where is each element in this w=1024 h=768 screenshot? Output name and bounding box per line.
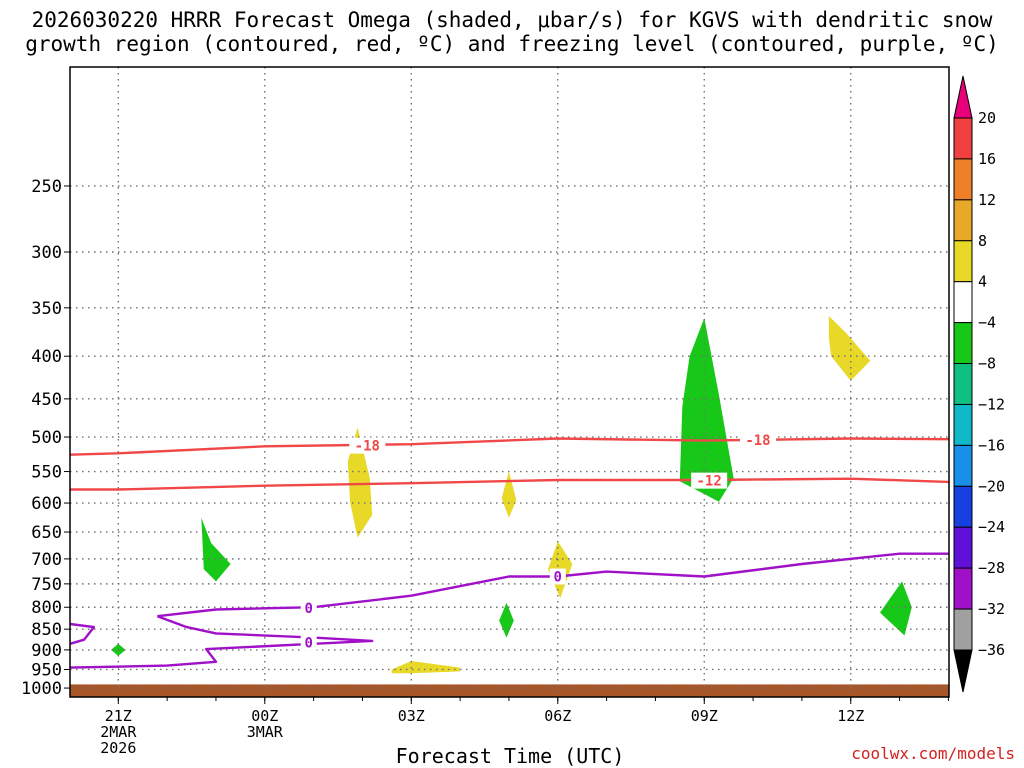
y-tick-label-950: 950 — [31, 660, 62, 680]
colorbar-segment-8 — [953, 403, 973, 446]
y-tick-label-600: 600 — [31, 494, 62, 514]
colorbar-tick-label-11: −28 — [978, 559, 1005, 577]
colorbar-segment-10 — [953, 485, 973, 528]
colorbar-segment-2 — [953, 158, 973, 201]
omega-region-8 — [828, 316, 871, 381]
colorbar-segment-13 — [953, 608, 973, 651]
y-tick-label-350: 350 — [31, 299, 62, 319]
contour-label-0-1: -18 — [745, 433, 770, 449]
x-tick-label-06Z: 06Z — [544, 707, 571, 725]
contour-label-1-0: -12 — [696, 474, 721, 490]
credit-link[interactable]: coolwx.com/models — [851, 744, 1015, 763]
x-tick-sublabel-00Z-0: 3MAR — [247, 723, 284, 741]
y-tick-label-550: 550 — [31, 463, 62, 483]
y-tick-label-500: 500 — [31, 428, 62, 448]
colorbar-tick-label-0: 20 — [978, 109, 996, 127]
y-axis-tick-labels: 2503003504004505005506006507007508008509… — [21, 177, 62, 699]
x-tick-label-09Z: 09Z — [691, 707, 718, 725]
colorbar-segment-1 — [953, 117, 973, 160]
chart-title: 2026030220 HRRR Forecast Omega (shaded, … — [31, 8, 993, 32]
contour-label-2-1: 0 — [554, 570, 562, 586]
colorbar-tick-label-2: 12 — [978, 191, 996, 209]
y-tick-label-750: 750 — [31, 575, 62, 595]
contour-label-bg-2-1 — [549, 568, 566, 585]
colorbar-tick-label-8: −16 — [978, 436, 1005, 454]
contour-labels: -18 -18 -12 0 0 0 — [300, 431, 776, 652]
omega-region-0 — [201, 517, 231, 582]
x-tick-label-12Z: 12Z — [837, 707, 864, 725]
plot-frame — [69, 66, 950, 698]
colorbar-tick-label-13: −36 — [978, 641, 1005, 659]
colorbar-top-arrow — [953, 75, 973, 119]
colorbar-bottom-arrow — [953, 649, 973, 693]
contour-line-3 — [69, 615, 374, 669]
y-tick-label-800: 800 — [31, 598, 62, 618]
y-tick-label-450: 450 — [31, 390, 62, 410]
colorbar-segment-11 — [953, 526, 973, 569]
ground-fill — [70, 684, 949, 697]
x-tick-label-21Z: 21Z — [105, 707, 132, 725]
y-tick-label-650: 650 — [31, 523, 62, 543]
ground-layer — [70, 684, 949, 697]
colorbar-tick-label-12: −32 — [978, 600, 1005, 618]
y-tick-label-400: 400 — [31, 347, 62, 367]
omega-region-3 — [501, 471, 517, 518]
y-tick-label-250: 250 — [31, 177, 62, 197]
y-tick-label-850: 850 — [31, 620, 62, 640]
colorbar-segment-4 — [953, 240, 973, 283]
colorbar-tick-label-7: −12 — [978, 395, 1005, 413]
colorbar-tick-label-5: −4 — [978, 314, 996, 332]
colorbar-segment-5 — [953, 281, 973, 324]
y-tick-label-900: 900 — [31, 641, 62, 661]
contour-label-bg-1-0 — [691, 472, 728, 489]
colorbar-tick-label-9: −20 — [978, 477, 1005, 495]
x-axis-title: Forecast Time (UTC) — [395, 744, 625, 768]
grid-lines — [64, 67, 949, 704]
colorbar-tick-label-3: 8 — [978, 232, 987, 250]
omega-region-2 — [347, 427, 373, 538]
contour-line-0 — [69, 437, 949, 456]
x-tick-sublabel-21Z-1: 2026 — [100, 739, 136, 757]
omega-region-4 — [499, 602, 514, 638]
colorbar-tick-label-6: −8 — [978, 355, 996, 373]
x-tick-label-00Z: 00Z — [251, 707, 278, 725]
colorbar: 20 16 12 8 4 −4 −8 −12 −16 −20 −24 −28 −32 −36 — [953, 75, 1005, 693]
contour-label-0-0: -18 — [355, 439, 380, 455]
contour-line-4 — [69, 622, 96, 645]
colorbar-segment-3 — [953, 199, 973, 242]
omega-region-6 — [391, 661, 461, 674]
contour-label-bg-3-0 — [300, 634, 317, 651]
colorbar-tick-label-10: −24 — [978, 518, 1005, 536]
contour-label-bg-2-0 — [300, 600, 317, 617]
contour-label-3-0: 0 — [305, 636, 313, 652]
colorbar-segment-12 — [953, 567, 973, 610]
omega-shading — [111, 316, 912, 674]
omega-region-9 — [880, 581, 912, 636]
y-tick-label-300: 300 — [31, 243, 62, 263]
colorbar-segment-7 — [953, 363, 973, 405]
x-tick-sublabel-21Z-0: 2MAR — [100, 723, 137, 741]
colorbar-tick-label-1: 16 — [978, 150, 996, 168]
colorbar-segment-6 — [953, 322, 973, 365]
y-tick-label-700: 700 — [31, 550, 62, 570]
contour-label-bg-0-0 — [349, 437, 386, 454]
y-tick-label-1000: 1000 — [21, 679, 62, 699]
chart-subtitle: growth region (contoured, red, ºC) and f… — [25, 32, 999, 56]
colorbar-tick-label-4: 4 — [978, 273, 987, 291]
x-tick-label-03Z: 03Z — [398, 707, 425, 725]
omega-region-7 — [679, 318, 734, 502]
contour-label-2-0: 0 — [305, 601, 313, 617]
colorbar-segment-9 — [953, 444, 973, 487]
contour-label-bg-0-1 — [739, 431, 776, 448]
contour-line-1 — [70, 477, 949, 491]
